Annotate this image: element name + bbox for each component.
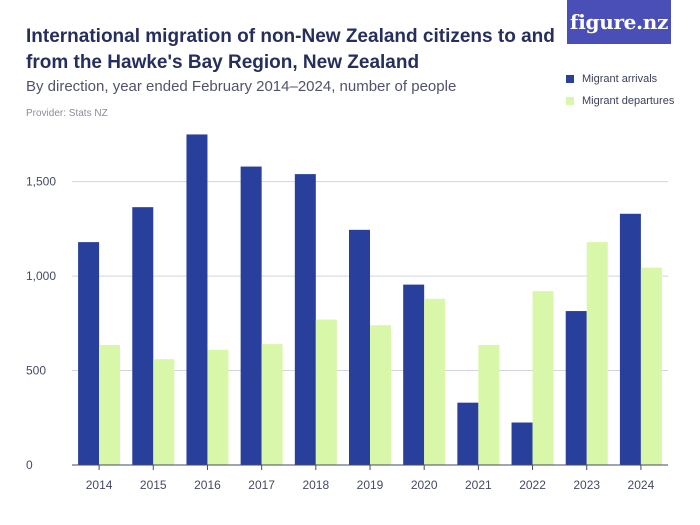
bar-arrivals <box>240 166 262 466</box>
legend-label-departures: Migrant departures <box>582 95 675 107</box>
figure-nz-logo[interactable]: figure.nz <box>567 0 671 44</box>
x-tick-label: 2020 <box>411 478 438 492</box>
bar-departures <box>370 325 391 465</box>
x-tick-label: 2023 <box>573 478 600 492</box>
bar-arrivals <box>511 422 533 465</box>
bar-departures <box>207 349 229 465</box>
chart-title: International migration of non-New Zeala… <box>26 26 555 73</box>
x-tick-label: 2019 <box>357 478 384 492</box>
x-tick-label: 2024 <box>628 478 655 492</box>
bar-arrivals <box>78 242 100 465</box>
bar-arrivals <box>349 229 370 465</box>
bar-arrivals <box>132 207 154 465</box>
bar-arrivals <box>619 213 641 465</box>
x-tick-label: 2021 <box>465 478 492 492</box>
x-tick-label: 2022 <box>519 478 546 492</box>
legend: Migrant arrivals Migrant departures <box>566 68 674 112</box>
bar-departures <box>424 298 446 465</box>
bar-departures <box>99 345 121 465</box>
legend-label-arrivals: Migrant arrivals <box>582 73 658 85</box>
bar-departures <box>261 344 283 465</box>
bar-arrivals <box>294 174 316 465</box>
x-tick-label: 2014 <box>86 478 113 492</box>
bar-departures <box>640 267 662 465</box>
x-tick-label: 2018 <box>302 478 329 492</box>
y-tick-label: 1,500 <box>26 175 56 189</box>
bar-departures <box>586 242 608 465</box>
y-tick-label: 500 <box>26 364 46 378</box>
y-tick-label: 0 <box>26 458 33 472</box>
provider-label: Provider: Stats NZ <box>26 108 108 119</box>
bar-arrivals <box>186 134 208 465</box>
bar-departures <box>532 291 554 465</box>
x-tick-label: 2016 <box>194 478 221 492</box>
legend-item-departures: Migrant departures <box>566 90 674 112</box>
legend-swatch-departures <box>566 97 574 105</box>
bar-departures <box>315 319 337 465</box>
legend-swatch-arrivals <box>566 75 574 83</box>
x-tick-label: 2015 <box>140 478 167 492</box>
y-tick-label: 1,000 <box>26 269 56 283</box>
bar-arrivals <box>403 284 425 465</box>
bar-arrivals <box>457 402 479 465</box>
bar-arrivals <box>565 311 587 465</box>
chart-subtitle: By direction, year ended February 2014–2… <box>26 78 457 95</box>
x-tick-label: 2017 <box>248 478 275 492</box>
legend-item-arrivals: Migrant arrivals <box>566 68 674 90</box>
bar-departures <box>478 345 500 465</box>
bar-departures <box>153 359 175 465</box>
